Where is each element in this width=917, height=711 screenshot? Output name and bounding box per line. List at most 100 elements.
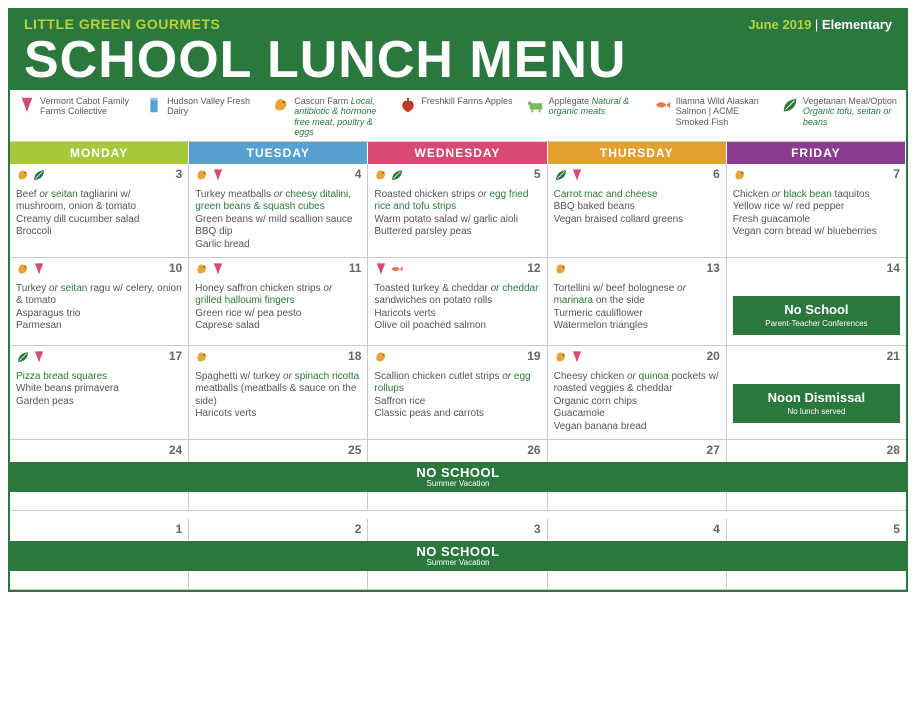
brand-name: LITTLE GREEN GOURMETS — [24, 16, 220, 32]
menu-container: LITTLE GREEN GOURMETS June 2019 | Elemen… — [8, 8, 908, 592]
date-number: 4 — [355, 167, 362, 182]
leaf-icon — [32, 168, 46, 187]
date-number: 5 — [534, 167, 541, 182]
menu-line: Garlic bread — [195, 239, 361, 252]
calendar-cell: 5Roasted chicken strips or egg fried ric… — [368, 164, 547, 258]
date-number: 6 — [713, 167, 720, 182]
menu-line: Warm potato salad w/ garlic aioli — [374, 214, 540, 227]
menu-line: Organic corn chips — [554, 396, 720, 409]
cell-icons — [195, 350, 361, 369]
menu-line: Fresh guacamole — [733, 214, 900, 227]
banner-row: 2425262728 NO SCHOOL Summer Vacation — [10, 440, 906, 511]
vt-icon — [211, 168, 225, 187]
menu-line: Saffron rice — [374, 396, 540, 409]
menu-line: White beans primavera — [16, 383, 182, 396]
banner-gap — [10, 492, 906, 510]
cell-icons — [16, 168, 182, 187]
banner-sub: Summer Vacation — [10, 480, 906, 490]
cell-icons — [554, 168, 720, 187]
menu-line: Guacamole — [554, 408, 720, 421]
date-number: 28 — [727, 440, 906, 462]
date-number: 2 — [189, 519, 368, 541]
banner-sub: Summer Vacation — [10, 559, 906, 569]
date-number: 27 — [548, 440, 727, 462]
menu-line: Scallion chicken cutlet strips or egg ro… — [374, 371, 540, 396]
menu-line: Toasted turkey & cheddar or cheddar sand… — [374, 283, 540, 308]
special-title: No School — [737, 302, 896, 318]
month-level: June 2019 | Elementary — [748, 17, 892, 32]
legend-item: Vegetarian Meal/Option Organic tofu, sei… — [781, 96, 898, 137]
calendar-cell: 4Turkey meatballs or cheesy ditalini, gr… — [189, 164, 368, 258]
date-number: 25 — [189, 440, 368, 462]
vt-icon — [570, 350, 584, 369]
date-number: 13 — [706, 261, 719, 276]
legend-text: Hudson Valley Fresh Dairy — [167, 96, 262, 117]
cell-icons — [554, 350, 720, 369]
menu-line: Spaghetti w/ turkey or spinach ricotta m… — [195, 371, 361, 409]
calendar-cell: 19 Scallion chicken cutlet strips or egg … — [368, 346, 547, 440]
menu-line: Vegan braised collard greens — [554, 214, 720, 227]
leaf-icon — [781, 96, 799, 116]
month: June 2019 — [748, 17, 811, 32]
menu-line: Pizza bread squares — [16, 371, 182, 384]
date-number: 24 — [10, 440, 189, 462]
chicken-icon — [272, 96, 290, 116]
cell-icons — [374, 168, 540, 187]
date-number: 1 — [10, 519, 189, 541]
banner-title: NO SCHOOL — [10, 544, 906, 559]
banner-row: 12345 NO SCHOOL Summer Vacation — [10, 519, 906, 590]
calendar-cell: 13Tortellini w/ beef bolognese or marina… — [548, 258, 727, 346]
calendar-cell: 12Toasted turkey & cheddar or cheddar sa… — [368, 258, 547, 346]
special-sub: No lunch served — [737, 407, 896, 417]
legend-item: Applegate Natural & organic meats — [527, 96, 644, 137]
menu-line: Carrot mac and cheese — [554, 189, 720, 202]
banner-gap — [10, 571, 906, 589]
menu-line: Garden peas — [16, 396, 182, 409]
cow-icon — [527, 96, 545, 116]
apple-icon — [399, 96, 417, 116]
menu-line: Buttered parsley peas — [374, 226, 540, 239]
vt-icon — [32, 262, 46, 281]
date-number: 19 — [527, 349, 540, 364]
legend-row: Vermont Cabot Family Farms Collective Hu… — [10, 90, 906, 142]
vt-icon — [374, 262, 388, 281]
cell-icons — [16, 350, 182, 369]
legend-item: Hudson Valley Fresh Dairy — [145, 96, 262, 137]
menu-line: Haricots verts — [195, 408, 361, 421]
date-number: 10 — [169, 261, 182, 276]
cell-icons — [374, 350, 540, 369]
date-number: 5 — [727, 519, 906, 541]
leaf-icon — [16, 350, 30, 369]
cell-icons — [195, 262, 361, 281]
banner-bar: NO SCHOOL Summer Vacation — [10, 541, 906, 571]
cell-icons — [195, 168, 361, 187]
date-number: 21 — [887, 349, 900, 364]
special-sub: Parent-Teacher Conferences — [737, 319, 896, 329]
level: Elementary — [822, 17, 892, 32]
page-title: SCHOOL LUNCH MENU — [24, 34, 892, 86]
chicken-icon — [16, 168, 30, 187]
calendar-cell: 17Pizza bread squaresWhite beans primave… — [10, 346, 189, 440]
menu-line: Caprese salad — [195, 320, 361, 333]
menu-line: Classic peas and carrots — [374, 408, 540, 421]
menu-line: Vegan corn bread w/ blueberries — [733, 226, 900, 239]
cell-icons — [733, 350, 900, 366]
menu-line: Vegan banana bread — [554, 421, 720, 434]
menu-line: Watermelon triangles — [554, 320, 720, 333]
calendar-cell: 10Turkey or seitan ragu w/ celery, onion… — [10, 258, 189, 346]
sep: | — [811, 17, 822, 32]
chicken-icon — [374, 168, 388, 187]
menu-line: BBQ dip — [195, 226, 361, 239]
banner-date-row: 12345 — [10, 519, 906, 541]
menu-line: Broccoli — [16, 226, 182, 239]
legend-text: Vermont Cabot Family Farms Collective — [40, 96, 135, 117]
banner-title: NO SCHOOL — [10, 465, 906, 480]
menu-line: Honey saffron chicken strips or grilled … — [195, 283, 361, 308]
cell-icons — [16, 262, 182, 281]
legend-text: Applegate Natural & organic meats — [549, 96, 644, 117]
legend-text: Freshkill Farms Apples — [421, 96, 516, 106]
leaf-icon — [554, 168, 568, 187]
chicken-icon — [554, 262, 568, 281]
cell-icons — [374, 262, 540, 281]
cell-icons — [733, 168, 900, 187]
